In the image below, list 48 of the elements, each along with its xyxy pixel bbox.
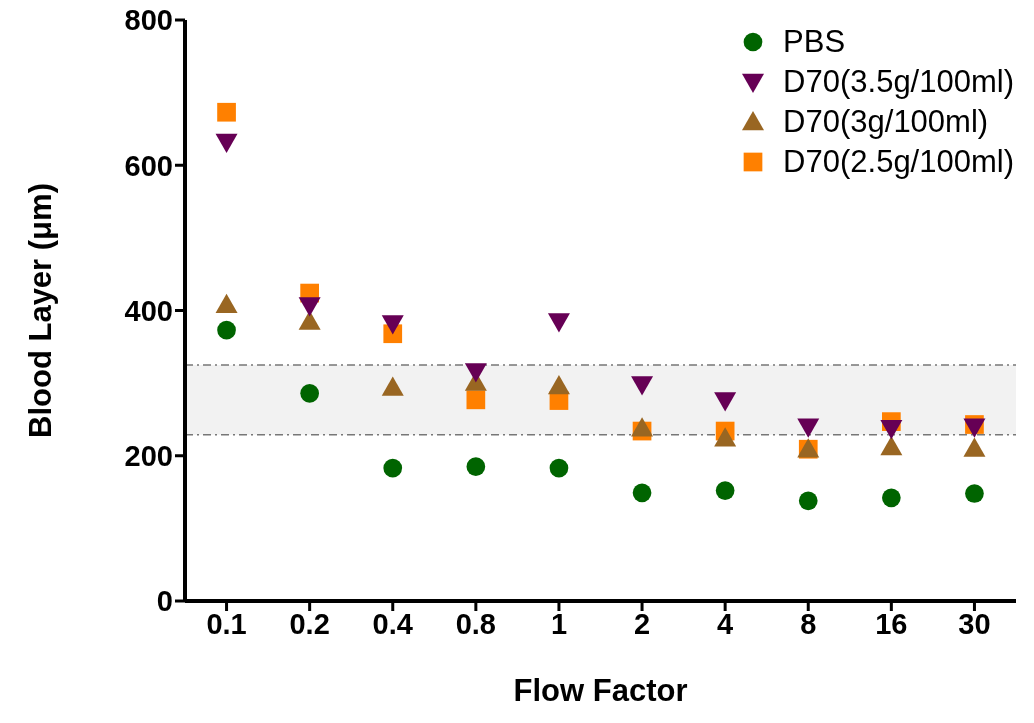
point (632, 483, 652, 503)
y-tick-label: 600 (124, 149, 173, 182)
y-tick-label: 200 (124, 440, 173, 473)
x-tick-label: 0.8 (455, 607, 497, 640)
y-tick-label: 800 (124, 4, 173, 37)
x-tick-label: 2 (633, 607, 651, 640)
point (466, 390, 486, 410)
legend-label: D70(3g/100ml) (783, 104, 989, 140)
point (298, 297, 321, 317)
point (714, 427, 737, 447)
legend-label: D70(2.5g/100ml) (783, 144, 1014, 180)
point (547, 375, 570, 395)
point (797, 418, 820, 438)
point (714, 392, 737, 412)
x-tick-label: 8 (800, 607, 817, 640)
point (217, 102, 236, 122)
x-tick-label: 30 (958, 607, 991, 640)
legend-label: PBS (783, 24, 846, 60)
point (217, 320, 236, 340)
point (880, 436, 903, 456)
x-axis-title: Flow Factor (513, 673, 688, 708)
point (381, 376, 404, 396)
legend-label: D70(3.5g/100ml) (783, 64, 1014, 100)
y-axis-title: Blood Layer (μm) (23, 183, 59, 438)
point (880, 419, 903, 440)
point (381, 315, 404, 335)
x-tick-label: 4 (717, 607, 734, 640)
point (547, 313, 570, 333)
point (798, 491, 818, 511)
x-tick-label: 1 (550, 607, 568, 640)
point (466, 457, 486, 476)
point (300, 383, 319, 403)
point (215, 293, 238, 313)
point (965, 484, 984, 503)
point (882, 488, 901, 508)
y-tick-label: 400 (124, 294, 173, 327)
point (549, 458, 569, 478)
point (464, 363, 487, 383)
point (715, 481, 735, 500)
point (215, 133, 238, 154)
x-tick-label: 0.1 (206, 607, 247, 640)
x-tick-label: 0.4 (372, 607, 413, 640)
y-tick-label: 0 (156, 585, 173, 618)
x-tick-label: 16 (875, 607, 908, 640)
point (963, 437, 986, 457)
point (631, 376, 654, 396)
x-tick-label: 0.2 (289, 607, 330, 640)
point (383, 458, 403, 478)
